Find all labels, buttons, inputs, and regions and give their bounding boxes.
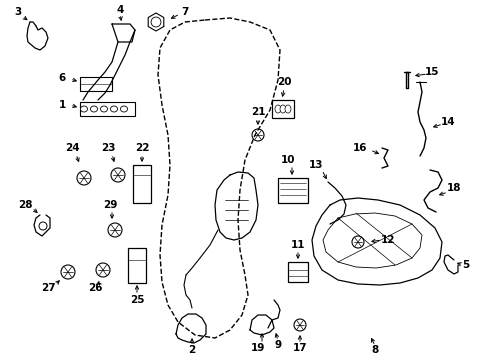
Bar [278, 178, 307, 203]
Text: 27: 27 [41, 283, 55, 293]
Ellipse shape [274, 105, 281, 113]
Text: 26: 26 [87, 283, 102, 293]
Circle shape [111, 168, 125, 182]
Text: 4: 4 [116, 5, 123, 15]
Text: 17: 17 [292, 343, 306, 353]
Text: 21: 21 [250, 107, 264, 117]
Circle shape [108, 223, 122, 237]
Circle shape [39, 222, 47, 230]
Ellipse shape [81, 106, 87, 112]
Text: 23: 23 [101, 143, 115, 153]
Text: 2: 2 [188, 345, 195, 355]
Text: 29: 29 [102, 200, 117, 210]
Bar [80, 102, 135, 116]
Ellipse shape [110, 106, 117, 112]
Text: 24: 24 [64, 143, 79, 153]
Ellipse shape [280, 105, 285, 113]
Bar [287, 262, 307, 282]
Text: 9: 9 [274, 340, 281, 350]
Text: 3: 3 [14, 7, 21, 17]
Ellipse shape [120, 106, 127, 112]
Bar [133, 165, 151, 203]
Text: 6: 6 [58, 73, 65, 83]
Bar [80, 77, 112, 91]
Circle shape [77, 171, 91, 185]
Circle shape [151, 17, 161, 27]
Circle shape [96, 263, 110, 277]
Text: 28: 28 [18, 200, 32, 210]
Text: 20: 20 [276, 77, 291, 87]
Text: 11: 11 [290, 240, 305, 250]
Text: 25: 25 [129, 295, 144, 305]
Text: 10: 10 [280, 155, 295, 165]
Circle shape [293, 319, 305, 331]
Text: 5: 5 [462, 260, 468, 270]
Ellipse shape [101, 106, 107, 112]
Text: 8: 8 [370, 345, 378, 355]
Text: 14: 14 [440, 117, 454, 127]
Text: 12: 12 [380, 235, 394, 245]
Bar [271, 100, 293, 118]
Circle shape [251, 129, 264, 141]
Ellipse shape [285, 105, 290, 113]
Circle shape [351, 236, 363, 248]
Text: 1: 1 [58, 100, 65, 110]
Text: 22: 22 [135, 143, 149, 153]
Text: 15: 15 [424, 67, 438, 77]
Text: 7: 7 [181, 7, 188, 17]
Text: 18: 18 [446, 183, 460, 193]
Text: 13: 13 [308, 160, 323, 170]
Circle shape [61, 265, 75, 279]
Text: 16: 16 [352, 143, 366, 153]
Text: 19: 19 [250, 343, 264, 353]
Ellipse shape [90, 106, 97, 112]
Bar [128, 248, 146, 283]
